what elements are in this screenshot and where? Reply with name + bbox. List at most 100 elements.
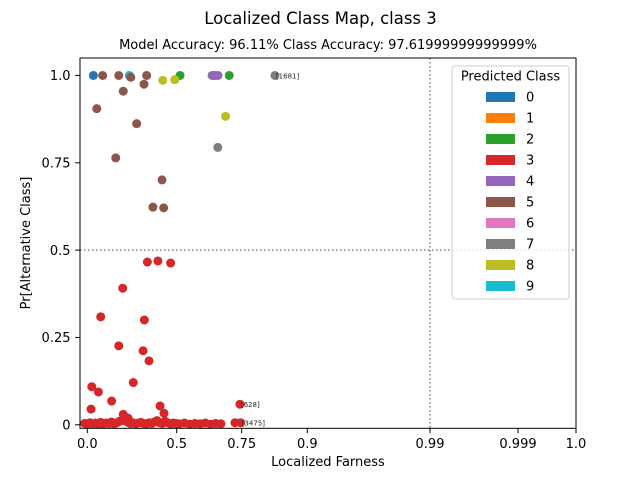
- legend-entry: 8: [486, 259, 534, 274]
- y-tick-label: 0.75: [42, 157, 71, 172]
- x-tick-label: 0.0: [77, 437, 98, 452]
- point-index-annotation: [1681]: [276, 72, 300, 80]
- scatter-point: [88, 70, 98, 80]
- scatter-point: [107, 396, 117, 406]
- y-axis-label: Pr[Alternative Class]: [19, 177, 34, 310]
- y-tick-label: 0.25: [42, 331, 71, 346]
- legend-entries: 0 1 2 3 4 5 6 7 8 9: [486, 91, 534, 295]
- legend-label: 2: [526, 133, 534, 148]
- legend-label: 5: [526, 196, 534, 211]
- scatter-point: [111, 153, 121, 163]
- scatter-point: [114, 70, 124, 80]
- y-tick-label: 0: [62, 419, 70, 434]
- x-tick-label: 0.75: [227, 437, 256, 452]
- legend-swatch: [486, 218, 515, 228]
- scatter-point: [139, 79, 149, 89]
- scatter-point: [96, 312, 106, 322]
- legend-entry: 0: [486, 91, 534, 106]
- scatter-point: [128, 378, 138, 388]
- legend-label: 7: [526, 238, 534, 253]
- legend-swatch: [486, 281, 515, 291]
- chart-subtitle: Model Accuracy: 96.11% Class Accuracy: 9…: [119, 38, 537, 53]
- series-class-8: [158, 75, 231, 121]
- scatter-point: [153, 256, 163, 266]
- x-axis-label: Localized Farness: [271, 455, 385, 470]
- legend-entry: 2: [486, 133, 534, 148]
- legend-swatch: [486, 239, 515, 249]
- axes-frame: [79, 57, 577, 429]
- legend-title: Predicted Class: [461, 70, 561, 85]
- y-axis-ticks: 0 0.25 0.5 0.75 1.0: [42, 69, 80, 434]
- legend-swatch: [486, 197, 515, 207]
- scatter-point: [158, 75, 168, 85]
- scatter-point: [126, 72, 136, 82]
- scatter-point: [118, 86, 128, 96]
- series-class-5: [92, 70, 169, 213]
- legend-label: 1: [526, 112, 534, 127]
- legend-swatch: [486, 155, 515, 165]
- legend-label: 0: [526, 91, 534, 106]
- scatter-point: [142, 257, 152, 267]
- point-index-annotation: [3475]: [242, 420, 266, 428]
- legend-swatch: [486, 134, 515, 144]
- scatter-point: [166, 258, 176, 268]
- scatter-point: [270, 70, 280, 80]
- legend-swatch: [486, 260, 515, 270]
- scatter-point: [224, 70, 234, 80]
- scatter-point: [170, 75, 180, 85]
- legend-entry: 3: [486, 154, 534, 169]
- series-class-4: [209, 70, 223, 80]
- chart-title: Localized Class Map, class 3: [204, 9, 437, 28]
- legend-label: 8: [526, 259, 534, 274]
- scatter-point: [213, 142, 223, 152]
- legend-entry: 9: [486, 280, 534, 295]
- scatter-point: [132, 119, 142, 129]
- x-tick-label: 0.5: [166, 437, 187, 452]
- scatter-point: [221, 111, 231, 121]
- scatter-point: [139, 315, 149, 325]
- legend-label: 3: [526, 154, 534, 169]
- x-axis-ticks: 0.0 0.5 0.75 0.9 0.99 0.999 1.0: [77, 428, 586, 452]
- legend-label: 6: [526, 217, 534, 232]
- scatter-point: [142, 70, 152, 80]
- scatter-point: [144, 356, 154, 366]
- scatter-point: [236, 418, 246, 428]
- x-tick-label: 0.999: [499, 437, 536, 452]
- legend-label: 4: [526, 175, 534, 190]
- scatter-point: [213, 70, 223, 80]
- scatter-point: [114, 341, 124, 351]
- scatter-point: [159, 408, 169, 418]
- scatter-point: [155, 401, 165, 411]
- scatter-point: [87, 382, 97, 392]
- scatter-point: [118, 283, 128, 293]
- legend-swatch: [486, 92, 515, 102]
- scatter-point: [92, 104, 102, 114]
- scatter-point: [159, 203, 169, 213]
- scatter-point: [93, 387, 103, 397]
- scatter-point: [216, 419, 226, 429]
- legend-swatch: [486, 113, 515, 123]
- legend-entry: 6: [486, 217, 534, 232]
- scatter-point: [148, 202, 158, 212]
- series-class-3: [80, 256, 246, 429]
- legend-label: 9: [526, 280, 534, 295]
- x-tick-label: 0.99: [416, 437, 445, 452]
- scatter-point: [235, 399, 245, 409]
- legend-swatch: [486, 176, 515, 186]
- x-tick-label: 1.0: [566, 437, 587, 452]
- point-index-annotation: [628]: [241, 401, 260, 409]
- y-tick-label: 0.5: [50, 244, 71, 259]
- legend-entry: 5: [486, 196, 534, 211]
- y-tick-label: 1.0: [50, 69, 71, 84]
- legend-entry: 4: [486, 175, 534, 190]
- series-class-0: [88, 70, 98, 80]
- legend-entry: 7: [486, 238, 534, 253]
- scatter-point: [138, 346, 148, 356]
- scatter-point: [98, 70, 108, 80]
- x-tick-label: 0.9: [297, 437, 318, 452]
- scatter-point: [86, 404, 96, 414]
- point-annotations: [1681] [628] [3475]: [241, 72, 300, 427]
- scatter-points: [80, 70, 280, 429]
- legend: Predicted Class 0 1 2 3 4 5 6 7 8 9: [451, 65, 570, 300]
